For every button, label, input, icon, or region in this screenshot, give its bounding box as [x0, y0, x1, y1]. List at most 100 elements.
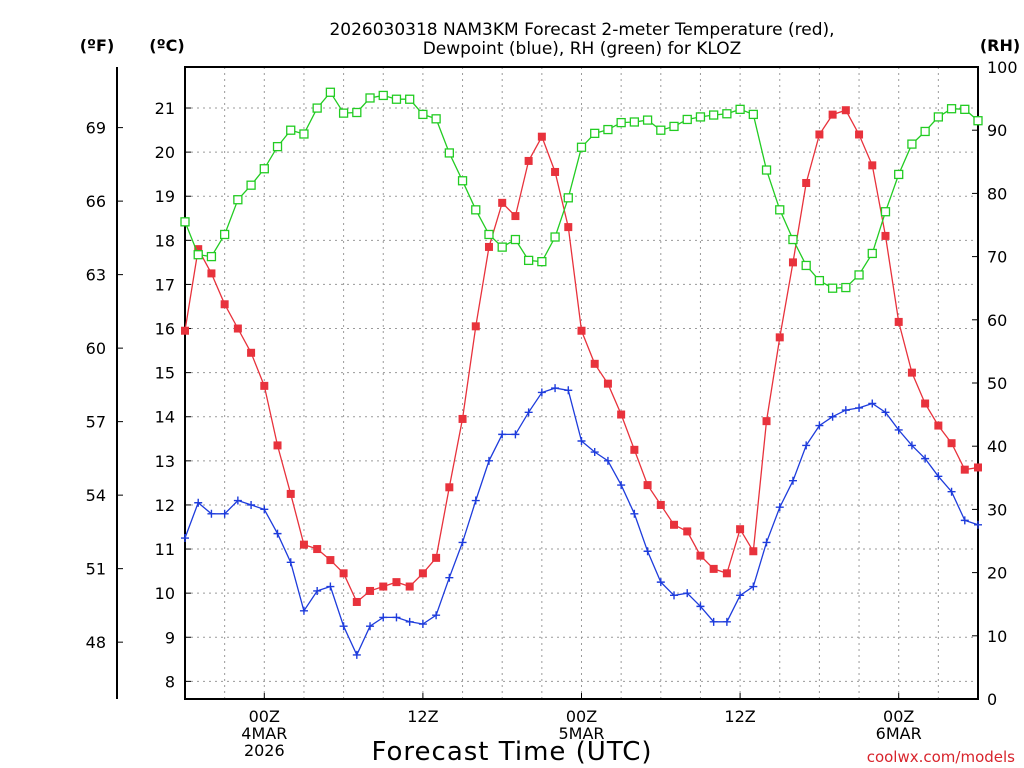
temperature-point: [418, 569, 427, 578]
temperature-point: [432, 553, 441, 562]
credit-link[interactable]: coolwx.com/models: [867, 748, 1015, 766]
temperature-point: [392, 578, 401, 587]
relative-humidity-point: [523, 255, 534, 266]
relative-humidity-point: [418, 109, 428, 120]
dewpoint-point: [921, 454, 930, 463]
relative-humidity-point: [391, 94, 402, 104]
rh-tick-label: 80: [987, 184, 1007, 203]
relative-humidity-point: [259, 164, 269, 174]
dewpoint-point: [471, 496, 480, 505]
relative-humidity-point: [299, 129, 309, 139]
relative-humidity-point: [563, 193, 573, 203]
relative-humidity-point: [272, 141, 283, 152]
relative-humidity-point: [933, 112, 943, 122]
temperature-point: [934, 421, 943, 430]
temperature-point: [326, 556, 335, 565]
temperature-point: [273, 441, 282, 450]
celsius-tick-label: 19: [155, 187, 175, 206]
chart-title-line-1: 2026030318 NAM3KM Forecast 2-meter Tempe…: [329, 20, 834, 40]
dewpoint-point: [181, 534, 189, 543]
celsius-tick-label: 18: [155, 231, 175, 250]
x-tick-label: 5MAR: [558, 724, 604, 743]
temperature-point: [643, 481, 652, 490]
relative-humidity-point: [312, 103, 322, 113]
relative-humidity-point: [616, 117, 626, 128]
relative-humidity-point: [537, 257, 547, 267]
relative-humidity-point: [180, 217, 190, 227]
temperature-point: [881, 231, 890, 240]
temperature-point: [551, 167, 560, 176]
relative-humidity-point: [709, 110, 719, 120]
dewpoint-point: [749, 582, 758, 591]
celsius-tick-label: 14: [155, 408, 175, 427]
relative-humidity-point: [775, 205, 785, 215]
temperature-point: [247, 348, 256, 357]
relative-humidity-point: [960, 104, 970, 114]
dewpoint-point: [524, 408, 533, 417]
temperature-point: [630, 445, 639, 454]
temperature-point: [960, 465, 969, 474]
fahrenheit-tick-label: 57: [86, 413, 106, 432]
relative-humidity-point: [206, 251, 217, 262]
rh-tick-label: 100: [987, 58, 1018, 77]
temperature-point: [617, 410, 626, 419]
dewpoint-point: [722, 617, 731, 626]
dewpoint-point: [379, 613, 388, 622]
temperature-point: [696, 551, 705, 560]
temperature-point: [841, 106, 850, 115]
temperature-point: [656, 500, 665, 509]
temperature-point: [484, 242, 493, 251]
temperature-point: [577, 326, 586, 335]
temperature-point: [722, 569, 731, 578]
fahrenheit-axis-label: (ºF): [80, 36, 115, 55]
rh-tick-label: 20: [987, 564, 1007, 583]
dewpoint-point: [802, 441, 811, 450]
rh-tick-label: 0: [987, 690, 997, 709]
relative-humidity-point: [695, 112, 706, 122]
dewpoint-point: [405, 617, 414, 626]
temperature-point: [868, 161, 877, 170]
dewpoint-point: [683, 589, 692, 598]
fahrenheit-tick-label: 69: [86, 119, 106, 138]
relative-humidity-point: [973, 116, 983, 126]
relative-humidity-point: [735, 104, 745, 114]
dewpoint-point: [458, 538, 467, 547]
relative-humidity-point: [510, 234, 521, 245]
relative-humidity-point: [457, 176, 468, 186]
celsius-tick-label: 12: [155, 496, 175, 515]
relative-humidity-point: [378, 90, 388, 101]
relative-humidity-point: [484, 229, 494, 240]
temperature-point: [233, 324, 242, 333]
dewpoint-point: [947, 487, 956, 496]
dewpoint-point: [432, 611, 441, 620]
dewpoint-point: [868, 399, 877, 408]
x-tick-label: 00Z: [883, 707, 914, 726]
temperature-point: [313, 545, 322, 554]
celsius-tick-label: 8: [165, 672, 175, 691]
temperature-point: [921, 399, 930, 408]
relative-humidity-point: [405, 94, 415, 104]
celsius-axis-label: (ºC): [149, 36, 184, 55]
chart-title-line-2: Dewpoint (blue), RH (green) for KLOZ: [423, 39, 742, 59]
temperature-point: [458, 414, 467, 423]
relative-humidity-point: [669, 121, 679, 132]
temperature-point: [471, 322, 480, 331]
dewpoint-point: [326, 582, 335, 591]
dewpoint-point: [590, 448, 599, 457]
relative-humidity-point: [656, 125, 666, 135]
relative-humidity-point: [907, 139, 917, 149]
dewpoint-point: [907, 441, 916, 450]
dewpoint-point: [960, 516, 969, 525]
fahrenheit-tick-label: 48: [86, 633, 106, 652]
relative-humidity-point: [576, 142, 587, 152]
x-tick-label: 4MAR: [241, 724, 287, 743]
dewpoint-point: [233, 496, 242, 505]
temperature-point: [802, 178, 811, 187]
temperature-point: [670, 520, 679, 529]
temperature-point: [683, 527, 692, 536]
dewpoint-point: [841, 406, 850, 415]
dewpoint-point: [855, 403, 864, 412]
dewpoint-point: [273, 529, 282, 538]
celsius-tick-label: 13: [155, 452, 175, 471]
data-series: [180, 87, 983, 659]
